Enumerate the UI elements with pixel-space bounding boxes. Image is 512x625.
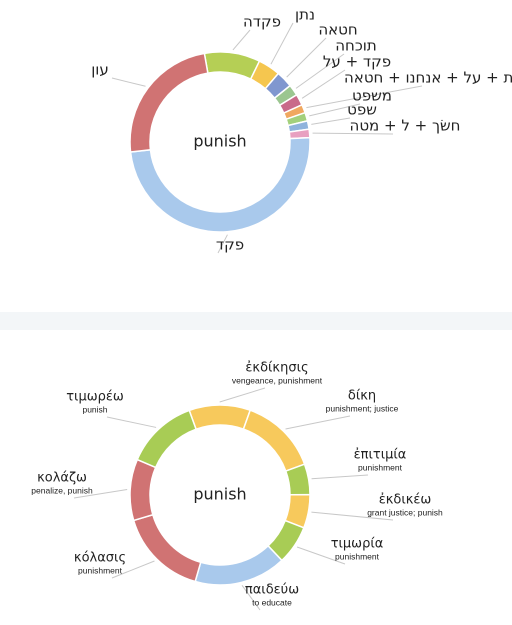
segment-description: punishment	[78, 565, 123, 575]
leader-line	[111, 77, 146, 87]
segment-label: τιμωρέω	[66, 390, 124, 405]
leader-line	[232, 29, 251, 51]
segment-label: δίκη	[348, 389, 376, 404]
segment-label: ἐκδικέω	[379, 493, 432, 508]
leader-line	[311, 117, 351, 125]
leader-line	[286, 37, 327, 78]
segment-description: to educate	[252, 597, 292, 607]
leader-line	[301, 69, 346, 99]
segment-description: penalize, punish	[31, 485, 93, 495]
segment-label: פקדה	[243, 13, 281, 31]
segment-label: משפט	[352, 87, 392, 105]
donut-segment	[132, 513, 202, 583]
donut-segment	[129, 458, 157, 522]
leader-line	[73, 488, 128, 499]
segment-label: ἐκδίκησις	[245, 361, 308, 376]
segment-label: ἐπιτιμία	[354, 448, 407, 463]
leader-line	[306, 85, 423, 109]
segment-label: παιδεύω	[245, 583, 299, 598]
donut-segment	[242, 409, 306, 473]
leader-line	[217, 234, 228, 254]
segment-label: חשׂך + ל + מטה	[350, 117, 461, 135]
leader-line	[311, 511, 394, 521]
donut-segment	[129, 136, 311, 233]
leader-line	[111, 560, 155, 579]
segment-description: punishment; justice	[326, 403, 399, 413]
segment-label: פקד + על	[323, 53, 391, 71]
leader-line	[309, 103, 361, 117]
segment-label: עון	[91, 61, 109, 79]
donut-segment	[129, 52, 209, 153]
donut-segment	[136, 409, 198, 469]
segment-label: פקד	[216, 236, 244, 254]
leader-line	[270, 22, 294, 65]
center-label: punish	[193, 132, 246, 151]
segment-description: vengeance, punishment	[232, 375, 323, 385]
segment-label: κολάζω	[37, 471, 87, 486]
leader-line	[296, 546, 346, 565]
leader-line	[295, 53, 345, 89]
segment-label: חטאה	[318, 21, 357, 39]
segment-description: grant justice; punish	[367, 507, 443, 517]
leader-line	[311, 474, 369, 480]
leader-line	[285, 415, 351, 430]
segment-label: תוכחה	[335, 37, 376, 55]
segment-label: שׂת + על + אנחנו + חטאה	[344, 69, 512, 87]
donut-segment	[194, 544, 283, 586]
segment-label: נתן	[295, 6, 315, 24]
segment-label: שפט	[347, 101, 377, 119]
donut-segment	[188, 404, 252, 431]
leader-line	[106, 416, 157, 428]
leader-line	[241, 585, 261, 611]
leader-line	[312, 132, 394, 135]
segment-label: τιμωρία	[331, 537, 384, 552]
leader-line	[219, 387, 266, 403]
segment-description: punishment	[358, 462, 403, 472]
separator	[0, 312, 512, 330]
donut-segment	[203, 51, 261, 81]
center-label: punish	[193, 485, 246, 504]
segment-description: punish	[82, 404, 107, 414]
segment-label: κόλασις	[74, 551, 126, 566]
segment-description: punishment	[335, 551, 380, 561]
